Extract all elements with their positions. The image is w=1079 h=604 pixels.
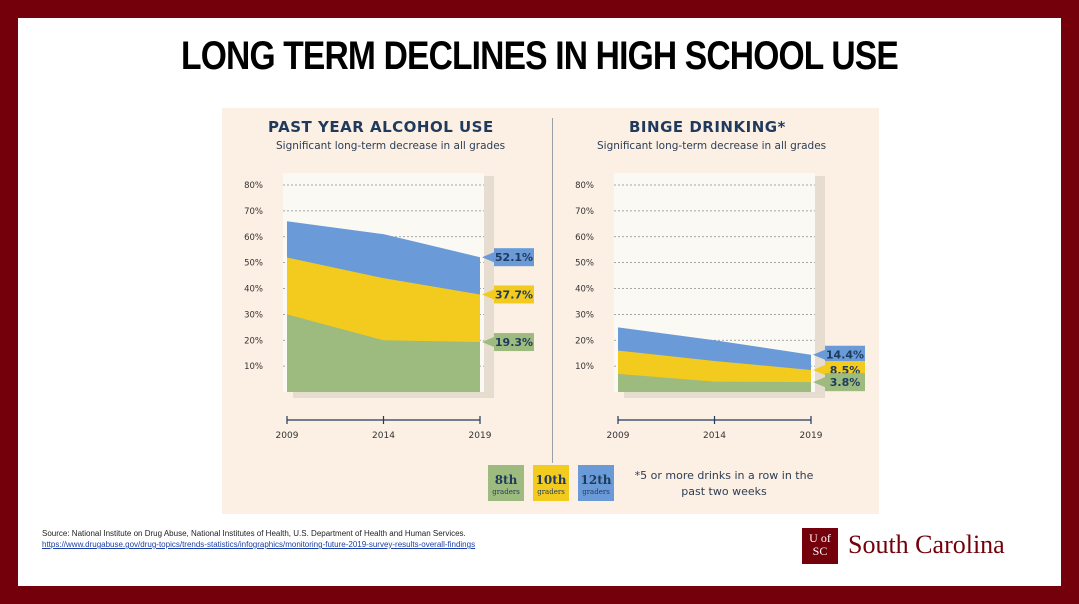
x-tick-label: 2019 [800, 431, 823, 441]
legend-10th: 10th graders [533, 465, 569, 501]
legend-10th-sub: graders [537, 488, 565, 496]
y-tick-label: 30% [575, 310, 594, 320]
logo-mark: U of SC [802, 528, 838, 564]
y-tick-label: 70% [575, 207, 594, 217]
y-tick-label: 10% [575, 362, 594, 372]
x-tick-label: 2009 [607, 431, 630, 441]
y-tick-label: 20% [575, 336, 594, 346]
footnote: *5 or more drinks in a row in the past t… [634, 469, 814, 498]
callout-pointer-10th [482, 289, 494, 300]
callout-text-8th: 3.8% [830, 376, 861, 389]
source-text: Source: National Institute on Drug Abuse… [42, 529, 466, 538]
callout-box-10th [494, 285, 534, 304]
value-label-12th: 52.1% [482, 248, 534, 267]
y-tick-label: 40% [244, 285, 263, 295]
value-label-8th: 3.8% [813, 373, 865, 392]
chart-subtitle-binge: Significant long-term decrease in all gr… [597, 140, 827, 152]
chart-subtitle-alcohol: Significant long-term decrease in all gr… [276, 140, 506, 152]
slide-title: LONG TERM DECLINES IN HIGH SCHOOL USE [181, 34, 899, 78]
chart-title-binge: BINGE DRINKING* [629, 118, 786, 136]
legend-12th: 12th graders [578, 465, 614, 501]
callout-pointer-8th [482, 337, 494, 348]
callout-text-10th: 37.7% [495, 288, 533, 301]
callout-box-8th [825, 373, 865, 392]
infographic: PAST YEAR ALCOHOL USE Significant long-t… [222, 108, 879, 514]
chart-binge: 80%70%60%50%40%30%20%10%14.4%8.5%3.8%200… [575, 173, 865, 441]
x-tick-label: 2014 [372, 431, 395, 441]
callout-box-8th [494, 333, 534, 352]
y-tick-label: 60% [575, 233, 594, 243]
source-link[interactable]: https://www.drugabuse.gov/drug-topics/tr… [42, 540, 476, 549]
callout-text-12th: 52.1% [495, 251, 533, 264]
y-tick-label: 70% [244, 207, 263, 217]
y-tick-label: 50% [575, 259, 594, 269]
callout-box-12th [825, 345, 865, 364]
callout-text-8th: 19.3% [495, 336, 533, 349]
legend-12th-grade: 12th [580, 473, 612, 487]
y-tick-label: 10% [244, 362, 263, 372]
legend-8th-grade: 8th [494, 473, 518, 487]
value-label-10th: 37.7% [482, 285, 534, 304]
area-8th [287, 314, 480, 392]
legend-12th-sub: graders [582, 488, 610, 496]
value-label-12th: 14.4% [813, 345, 865, 364]
legend-8th-sub: graders [492, 488, 520, 496]
legend-10th-grade: 10th [535, 473, 567, 487]
value-label-8th: 19.3% [482, 333, 534, 352]
y-tick-label: 80% [244, 181, 263, 191]
logo-text: South Carolina [848, 530, 1005, 559]
callout-pointer-12th [482, 252, 494, 263]
chart-title-alcohol: PAST YEAR ALCOHOL USE [268, 118, 494, 136]
y-tick-label: 80% [575, 181, 594, 191]
callout-text-12th: 14.4% [826, 349, 864, 362]
y-tick-label: 40% [575, 285, 594, 295]
chart-alcohol: 80% 70% 60% 50% 40% 30% 20% 10% 52.1% 37.7% 19.3% 2… [244, 173, 534, 441]
callout-pointer-8th [813, 377, 825, 388]
y-tick-label: 20% [244, 336, 263, 346]
y-tick-label: 30% [244, 310, 263, 320]
x-tick-label: 2009 [276, 431, 299, 441]
area-8th [618, 373, 811, 392]
university-logo: U of SC South Carolina [802, 528, 1042, 564]
source-citation: Source: National Institute on Drug Abuse… [42, 528, 475, 550]
x-tick-label: 2014 [703, 431, 726, 441]
y-tick-label: 60% [244, 233, 263, 243]
callout-pointer-12th [813, 349, 825, 360]
y-tick-label: 50% [244, 259, 263, 269]
panel-divider [552, 118, 553, 463]
x-tick-label: 2019 [469, 431, 492, 441]
callout-pointer-10th [813, 365, 825, 376]
legend-8th: 8th graders [488, 465, 524, 501]
callout-box-12th [494, 248, 534, 267]
